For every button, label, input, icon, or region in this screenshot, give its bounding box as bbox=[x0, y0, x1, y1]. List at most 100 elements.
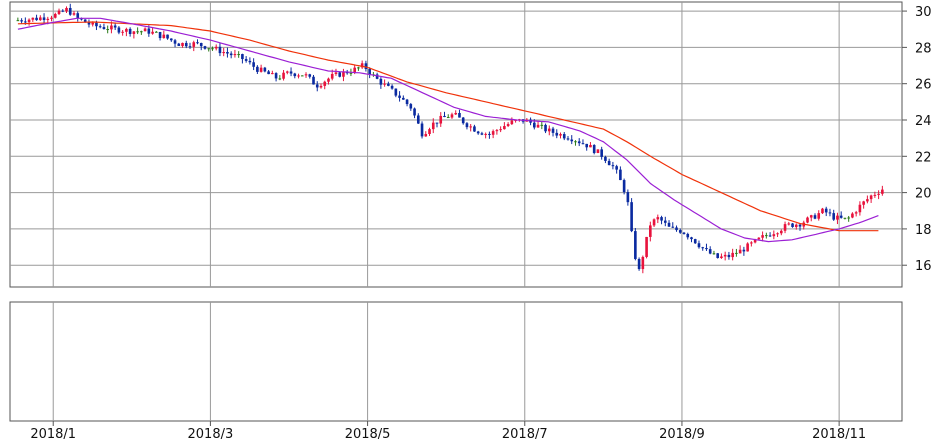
candle-body bbox=[431, 122, 435, 130]
candle-body bbox=[106, 29, 109, 31]
candle-body bbox=[65, 7, 68, 12]
candle-body bbox=[574, 141, 577, 143]
candle-body bbox=[772, 234, 776, 237]
candle-body bbox=[196, 42, 199, 44]
candle-body bbox=[798, 224, 802, 227]
candle-body bbox=[102, 27, 106, 30]
candle-body bbox=[469, 126, 472, 128]
candle-body bbox=[173, 40, 177, 44]
candle-body bbox=[416, 115, 420, 124]
candle-body bbox=[585, 143, 589, 148]
candle-body bbox=[678, 230, 682, 233]
candle-body bbox=[435, 122, 439, 124]
candle-body bbox=[843, 217, 847, 219]
candle-body bbox=[611, 165, 615, 167]
candle-body bbox=[847, 217, 850, 219]
candle-body bbox=[488, 133, 491, 135]
candle-body bbox=[342, 71, 345, 77]
candle-body bbox=[592, 145, 596, 154]
candle-body bbox=[705, 248, 708, 250]
candle-body bbox=[671, 226, 675, 228]
candle-body bbox=[753, 239, 757, 243]
candle-body bbox=[454, 112, 458, 115]
candle-body bbox=[652, 219, 656, 226]
x-tick-label: 2018/9 bbox=[659, 427, 705, 442]
candle-body bbox=[327, 78, 330, 82]
candle-body bbox=[169, 38, 173, 41]
candle-body bbox=[98, 26, 102, 28]
candle-body bbox=[353, 67, 356, 73]
candle-body bbox=[143, 28, 147, 32]
candle-body bbox=[731, 252, 734, 258]
y-tick-label: 24 bbox=[915, 114, 932, 129]
candle-body bbox=[495, 130, 499, 132]
candle-body bbox=[428, 129, 431, 134]
candle-body bbox=[877, 193, 880, 195]
candle-body bbox=[330, 73, 334, 79]
x-tick-label: 2018/7 bbox=[502, 427, 548, 442]
candle-body bbox=[881, 189, 884, 194]
candle-body bbox=[53, 13, 57, 18]
candle-body bbox=[532, 122, 536, 128]
candle-body bbox=[675, 227, 678, 231]
candle-body bbox=[158, 31, 162, 39]
candle-body bbox=[334, 72, 338, 74]
candle-body bbox=[207, 48, 211, 50]
x-tick-label: 2018/1 bbox=[30, 427, 76, 442]
candle-body bbox=[873, 194, 877, 196]
candle-body bbox=[31, 17, 35, 20]
candle-body bbox=[727, 254, 731, 258]
candle-body bbox=[390, 85, 394, 89]
candle-body bbox=[634, 231, 637, 259]
candle-body bbox=[297, 75, 300, 77]
candle-body bbox=[547, 128, 551, 132]
candle-body bbox=[637, 258, 641, 270]
candle-body bbox=[140, 31, 143, 33]
candle-body bbox=[68, 7, 72, 15]
candle-body bbox=[446, 117, 450, 119]
candle-body bbox=[259, 67, 263, 72]
candle-body bbox=[577, 141, 581, 144]
candle-body bbox=[147, 28, 151, 34]
candle-body bbox=[821, 208, 824, 214]
candle-body bbox=[555, 132, 559, 136]
candle-body bbox=[132, 31, 136, 34]
candle-body bbox=[443, 115, 446, 118]
candle-body bbox=[39, 17, 42, 21]
candle-body bbox=[387, 83, 390, 86]
candle-body bbox=[499, 129, 502, 131]
candle-body bbox=[315, 84, 319, 88]
candle-body bbox=[491, 131, 495, 135]
candle-body bbox=[581, 143, 585, 145]
candle-body bbox=[622, 180, 626, 193]
x-axis: 2018/1 2018/3 2018/5 2018/7 2018/9 2018/11 bbox=[30, 421, 866, 442]
candle-body bbox=[828, 212, 832, 214]
candle-body bbox=[858, 204, 862, 213]
candle-body bbox=[824, 208, 828, 213]
y-tick-label: 20 bbox=[915, 187, 932, 202]
candle-body bbox=[716, 253, 719, 259]
x-tick-label: 2018/5 bbox=[345, 427, 391, 442]
candle-body bbox=[768, 235, 772, 237]
candle-body bbox=[779, 230, 783, 234]
candle-body bbox=[125, 28, 128, 32]
candle-body bbox=[596, 149, 600, 154]
candle-body bbox=[241, 54, 244, 60]
candle-body bbox=[300, 75, 304, 77]
candle-body bbox=[113, 25, 117, 28]
candle-body bbox=[667, 222, 671, 227]
candle-body bbox=[271, 73, 274, 75]
candle-body bbox=[742, 249, 746, 252]
candle-body bbox=[723, 254, 727, 257]
candle-body bbox=[750, 242, 753, 244]
candle-body bbox=[461, 117, 465, 124]
candle-body bbox=[570, 139, 574, 142]
candle-body bbox=[177, 43, 181, 46]
candle-body bbox=[136, 31, 139, 33]
candle-body bbox=[503, 126, 506, 130]
candle-body bbox=[686, 233, 690, 238]
candle-body bbox=[851, 213, 854, 218]
candle-body bbox=[289, 71, 293, 74]
candle-body bbox=[394, 88, 398, 96]
